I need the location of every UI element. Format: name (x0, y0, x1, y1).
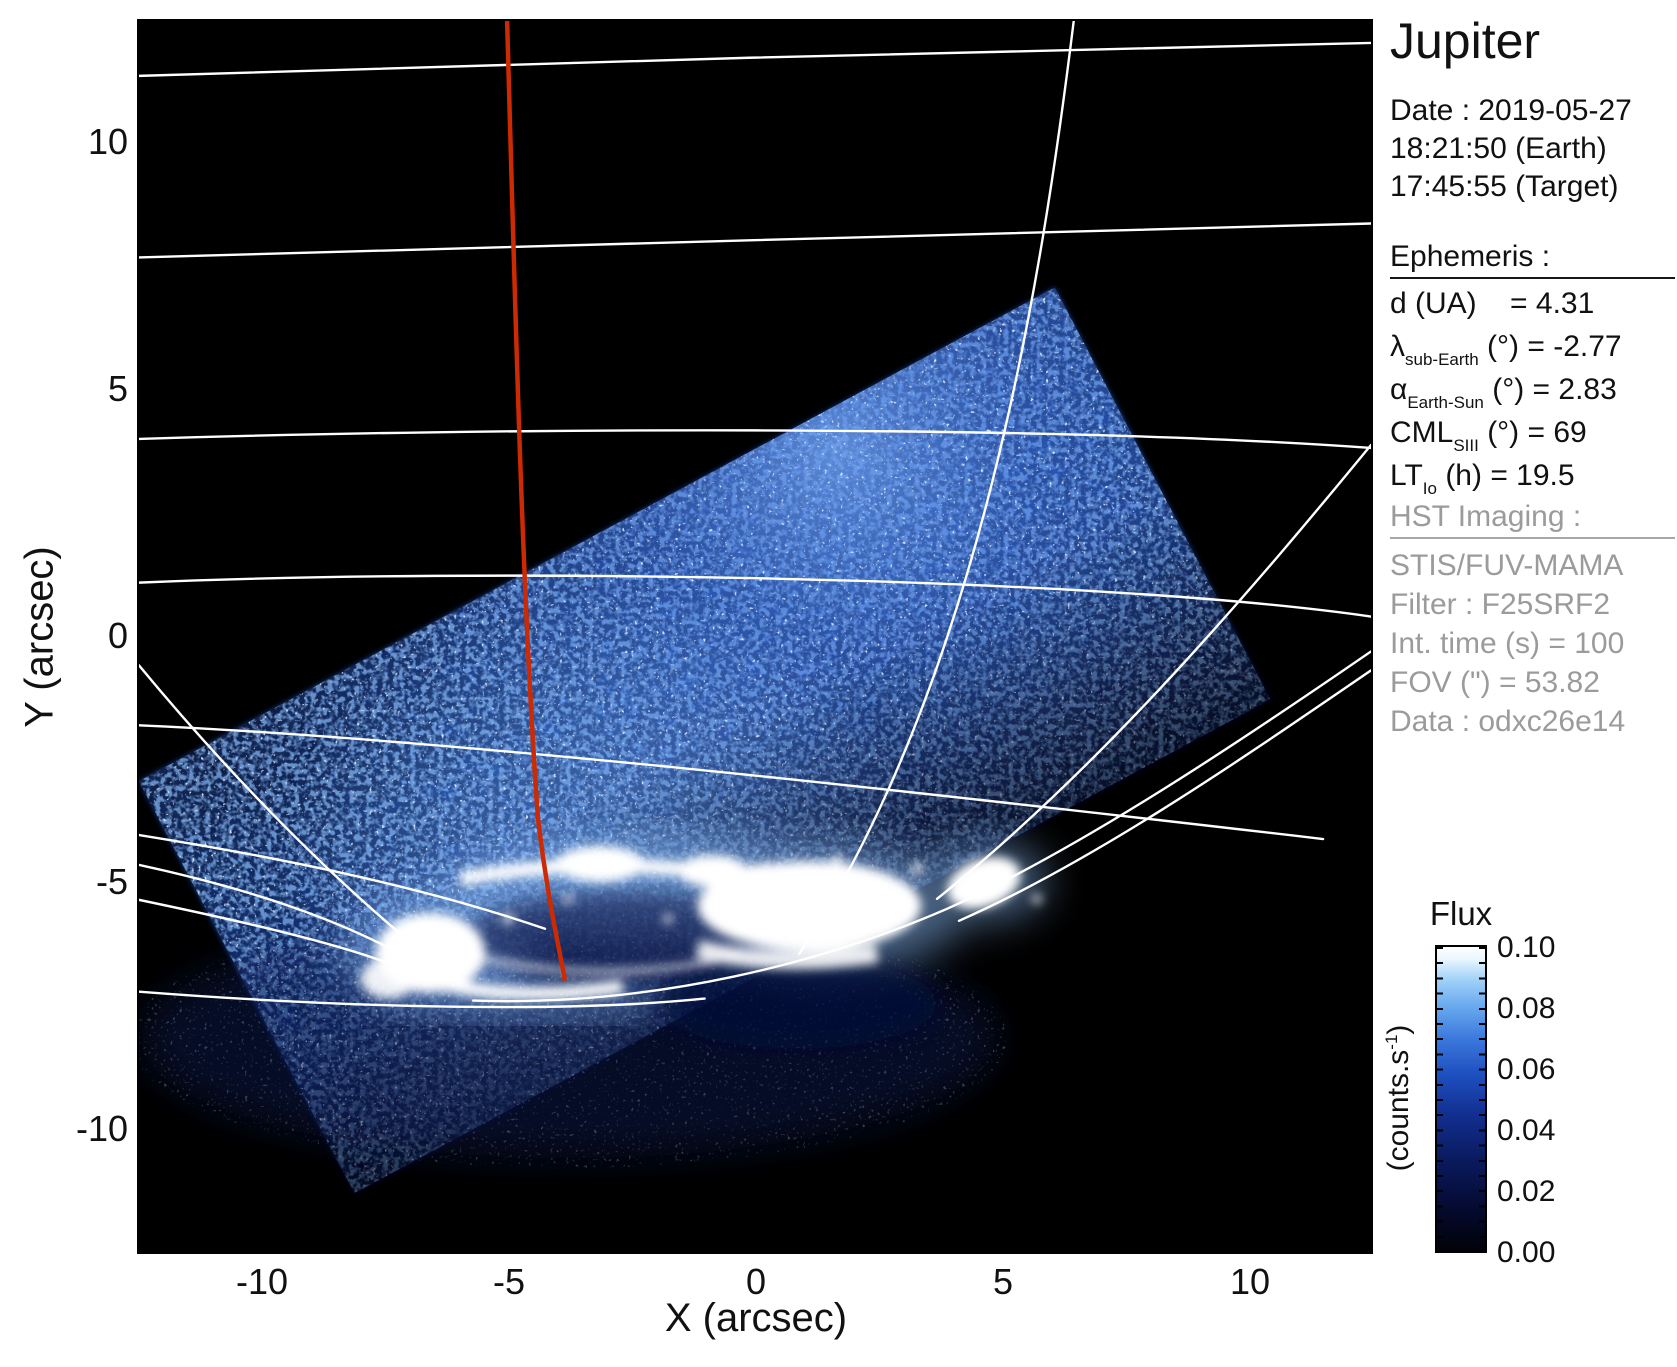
ephemeris-sub-earth-latitude: λsub-Earth (°) = -2.77 (1390, 330, 1622, 369)
x-tick-neg10: -10 (235, 1261, 289, 1302)
colorbar-unit-label: (counts.s-1) (1382, 1024, 1415, 1172)
colorbar-ticks-right (1479, 947, 1485, 1251)
flux-colorbar (1435, 945, 1487, 1253)
y-tick-neg5: -5 (95, 861, 128, 902)
hst-imaging-header: HST Imaging : (1390, 500, 1675, 539)
colorbar-label-010: 0.10 (1497, 931, 1556, 964)
page-title: Jupiter (1390, 13, 1541, 69)
colorbar-label-006: 0.06 (1497, 1053, 1556, 1086)
colorbar-label-004: 0.04 (1497, 1114, 1556, 1147)
data-id-line: Data : odxc26e14 (1390, 705, 1626, 738)
image-plot-area (137, 19, 1373, 1254)
y-tick-neg10: -10 (75, 1108, 128, 1149)
ephemeris-distance: d (UA) = 4.31 (1390, 287, 1595, 320)
cml-meridian-line (504, 21, 568, 981)
colorbar-label-000: 0.00 (1497, 1236, 1556, 1269)
instrument-line: STIS/FUV-MAMA (1390, 549, 1624, 582)
earth-time: 18:21:50 (Earth) (1390, 132, 1607, 165)
jupiter-fuv-image (139, 21, 1371, 1252)
colorbar-label-008: 0.08 (1497, 992, 1556, 1025)
colorbar-title: Flux (1429, 895, 1493, 932)
x-tick-10: 10 (1229, 1261, 1271, 1302)
hst-imaging-list: STIS/FUV-MAMA Filter : F25SRF2 Int. time… (1390, 546, 1675, 741)
x-tick-0: 0 (745, 1261, 767, 1302)
ephemeris-cml: CMLSIII (°) = 69 (1390, 416, 1587, 455)
ephemeris-phase-angle: αEarth-Sun (°) = 2.83 (1390, 373, 1617, 412)
y-tick-0: 0 (107, 615, 128, 656)
y-tick-5: 5 (107, 368, 128, 409)
observation-datetime: Date : 2019-05-27 18:21:50 (Earth) 17:45… (1390, 92, 1675, 206)
ephemeris-io-local-time: LTIo (h) = 19.5 (1390, 459, 1575, 498)
ephemeris-list: d (UA) = 4.31 λsub-Earth (°) = -2.77 αEa… (1390, 282, 1675, 498)
y-tick-10: 10 (87, 121, 128, 162)
planet-graticule-lines (139, 21, 1371, 1009)
colorbar-label-002: 0.02 (1497, 1175, 1556, 1208)
int-time-line: Int. time (s) = 100 (1390, 627, 1625, 660)
observation-date: Date : 2019-05-27 (1390, 94, 1632, 127)
filter-line: Filter : F25SRF2 (1390, 588, 1611, 621)
colorbar-ticks-left (1437, 947, 1443, 1251)
x-axis-title: X (arcsec) (664, 1296, 848, 1340)
ephemeris-header: Ephemeris : (1390, 240, 1675, 279)
fov-line: FOV (") = 53.82 (1390, 666, 1600, 699)
x-tick-neg5: -5 (492, 1261, 525, 1302)
target-time: 17:45:55 (Target) (1390, 170, 1619, 203)
x-tick-5: 5 (992, 1261, 1014, 1302)
